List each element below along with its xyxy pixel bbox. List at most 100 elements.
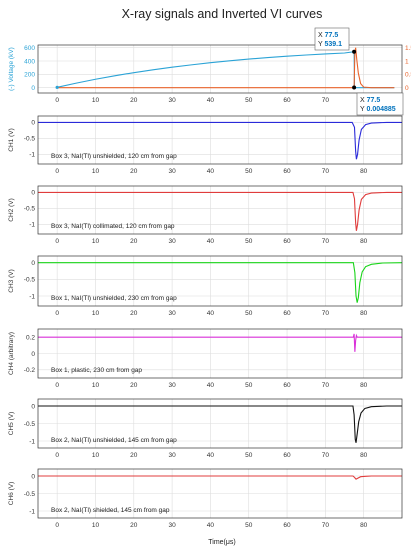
figure-title: X-ray signals and Inverted VI curves [122, 7, 323, 21]
x-tick-label: 80 [360, 168, 368, 175]
y-tick-label: -1 [29, 152, 35, 159]
panels: 010203040506070800200400600(-) Voltage (… [8, 27, 411, 529]
datatip-marker [352, 49, 357, 54]
y-tick-label: -0.5 [24, 277, 36, 284]
y-axis-label: CH1 (V) [8, 128, 15, 151]
plot-frame [37, 44, 403, 94]
datatip-x: X 77.5 [318, 32, 338, 39]
y-tick-label: -1 [29, 438, 35, 445]
y-axis-label: (-) Voltage (kV) [8, 47, 15, 91]
series-line-ch2 [38, 191, 402, 231]
x-tick-label: 60 [283, 452, 291, 459]
x-tick-label: 70 [322, 310, 330, 317]
x-tick-label: 40 [207, 238, 215, 245]
plot-frame [37, 328, 403, 379]
panel-ch3: 0 10 20 30 40 50 60 70 80 -1 -0.5 0 CH3 (V) Box 1, Na… [8, 255, 403, 317]
datatip-x-value: 77.5 [367, 97, 381, 104]
series-line-ch4 [38, 333, 402, 352]
x-tick-label: 80 [360, 238, 368, 245]
datatip-x-label: X [360, 97, 367, 104]
datatip-y-value: 0.004885 [367, 106, 396, 113]
x-tick-label: 0 [55, 522, 59, 529]
y-tick-label: 0 [31, 473, 35, 480]
x-tick-label: 10 [92, 168, 100, 175]
x-tick-label: 70 [322, 97, 330, 104]
plot-area [38, 186, 402, 234]
x-tick-label: 80 [360, 452, 368, 459]
x-tick-label: 70 [322, 168, 330, 175]
x-tick-label: 0 [55, 168, 59, 175]
datatip-x: X 77.5 [360, 97, 380, 104]
y-tick-label: 400 [24, 58, 35, 65]
datatip-x-value: 77.5 [325, 32, 339, 39]
panel-annotation: Box 3, NaI(Tl) collimated, 120 cm from g… [51, 223, 175, 230]
panel-annotation: Box 2, NaI(Tl) shielded, 145 cm from gap [51, 507, 170, 514]
x-tick-label: 30 [168, 238, 176, 245]
x-tick-label: 0 [55, 310, 59, 317]
y-tick-label: -0.5 [24, 136, 36, 143]
x-tick-label: 10 [92, 238, 100, 245]
x-tick-label: 20 [130, 382, 138, 389]
panel-vi: 010203040506070800200400600(-) Voltage (… [8, 27, 411, 116]
x-tick-label: 10 [92, 310, 100, 317]
y-tick-label: 0 [31, 403, 35, 410]
series-line-ch3 [38, 262, 403, 303]
x-tick-label: 80 [360, 310, 368, 317]
y-tick-label: -1 [29, 293, 35, 300]
x-tick-label: 0 [55, 382, 59, 389]
plot-frame [37, 115, 403, 165]
panel-annotation: Box 1, plastic, 230 cm from gap [51, 367, 142, 374]
y-axis-label: CH6 (V) [8, 482, 15, 505]
x-tick-label: 20 [130, 168, 138, 175]
plot-frame [37, 468, 403, 519]
x-tick-label: 50 [245, 522, 253, 529]
x-tick-label: 50 [245, 97, 253, 104]
y-tick-label: -1 [29, 508, 35, 515]
y-axis-label: CH3 (V) [8, 269, 15, 292]
datatip-marker [352, 85, 357, 90]
y-tick-label: -0.5 [24, 421, 36, 428]
x-tick-label: 10 [92, 97, 100, 104]
y-tick-label: -1 [29, 222, 35, 229]
x-tick-label: 20 [130, 310, 138, 317]
x-tick-label: 20 [130, 522, 138, 529]
series-line-ch6 [38, 475, 402, 480]
x-tick-label: 70 [322, 382, 330, 389]
y-tick-label-right: 1.5 [405, 45, 411, 52]
x-tick-label: 40 [207, 310, 215, 317]
plot-frame [37, 398, 403, 449]
y-tick-label: -0.5 [24, 206, 36, 213]
panel-ch6: 0 10 20 30 40 50 60 70 80 -1 -0.5 0 CH6 (V) Box 2, Na… [8, 468, 403, 529]
y-tick-label-right: 0 [405, 85, 409, 92]
y-tick-label: 0 [31, 85, 35, 92]
panel-ch5: 0 10 20 30 40 50 60 70 80 -1 -0.5 0 CH5 (V) Box 2, Na… [8, 398, 403, 459]
panel-ch2: 0 10 20 30 40 50 60 70 80 -1 -0.5 0 CH2 (V) Box 3, Na… [8, 185, 403, 245]
plot-frame [37, 185, 403, 235]
y-axis-label: CH4 (arbitrary) [8, 332, 15, 375]
x-tick-label: 50 [245, 310, 253, 317]
y-tick-label: 0 [31, 190, 35, 197]
x-tick-label: 80 [360, 382, 368, 389]
x-tick-label: 40 [207, 382, 215, 389]
x-tick-label: 10 [92, 522, 100, 529]
x-tick-label: 40 [207, 522, 215, 529]
y-tick-label: 0.2 [26, 334, 35, 341]
x-tick-label: 60 [283, 238, 291, 245]
x-tick-label: 30 [168, 522, 176, 529]
y-tick-label: -0.5 [24, 491, 36, 498]
x-tick-label: 30 [168, 310, 176, 317]
x-tick-label: 60 [283, 522, 291, 529]
x-tick-label: 20 [130, 97, 138, 104]
x-tick-label: 70 [322, 452, 330, 459]
x-tick-label: 80 [360, 522, 368, 529]
plot-frame [37, 255, 403, 307]
x-tick-label: 70 [322, 238, 330, 245]
datatip-box [356, 92, 404, 116]
panel-ch4: 0 10 20 30 40 50 60 70 80 -0.2 0 0.2 CH4 (arbitrary)… [8, 328, 403, 389]
x-axis-label: Time(μs) [208, 539, 236, 546]
plot-area [38, 256, 402, 306]
y-tick-label: 0 [31, 351, 35, 358]
x-tick-label: 40 [207, 97, 215, 104]
y-tick-label-right: 0.5 [405, 72, 411, 79]
